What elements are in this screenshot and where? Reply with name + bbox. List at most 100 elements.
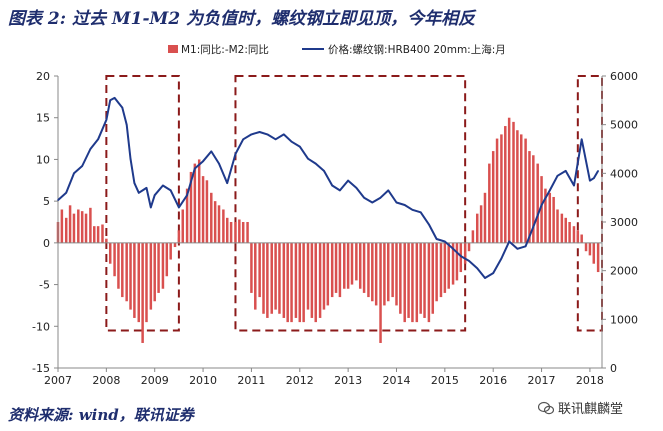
line-point [194,167,196,170]
bar [101,224,104,243]
line-point [121,106,124,109]
line-point [524,245,527,248]
bar [205,180,209,243]
y-right-tick-label: 6000 [610,70,638,83]
highlight-box-0 [105,75,180,332]
line-point [89,148,92,150]
bar [439,242,443,298]
x-tick-label: 2018 [576,374,604,387]
bar [278,242,281,314]
bar [318,242,322,318]
line-point [500,257,503,260]
bar [185,188,189,243]
x-axis-ticks: 2007 2008 2009 2010 2011 2012 2013 2014 2015 2016… [44,368,604,387]
bar [258,242,261,298]
bar [371,242,374,302]
wechat-icon [538,401,554,414]
line-point [266,133,269,136]
bar [145,242,148,323]
line-point [435,238,438,240]
bar [197,159,201,243]
line-point [516,247,519,250]
line-point [580,138,583,141]
bar [84,213,88,243]
bar [483,192,487,243]
bar [322,242,326,310]
line-point [379,196,382,199]
bar [210,192,213,243]
bar [451,242,455,285]
line-point [508,240,510,243]
bar [500,134,503,243]
bar [488,163,491,243]
bar [181,209,185,243]
bar [334,242,338,293]
bar [165,242,169,277]
line-point [532,226,535,228]
bar [64,217,68,243]
bar [266,242,269,318]
line-point [137,192,140,194]
line-point [73,172,75,175]
line-point [226,182,229,184]
bar [350,242,354,285]
y-left-tick-label: -15 [32,362,50,375]
line-point [492,272,495,274]
y-right-tick-label: 2000 [610,265,638,278]
bar [137,242,141,323]
line-point [339,189,341,192]
y-right-tick-label: 5000 [610,119,638,132]
line-point [283,133,285,136]
line-point [403,204,406,206]
line-point [597,170,599,172]
line-point [218,162,220,165]
bar [60,209,64,243]
line-point [178,206,180,209]
line-point [274,138,277,141]
bar [512,121,515,243]
bar [588,242,592,256]
line-point [113,97,116,99]
bar [383,242,386,306]
y-right-tick-label: 0 [610,362,617,375]
bar [443,242,447,293]
line-point [105,119,108,121]
line-point [258,131,261,133]
x-tick-label: 2012 [286,374,314,387]
line-point [468,260,470,262]
bar [238,219,241,243]
bar [246,222,249,243]
bar [367,242,370,298]
bar [540,176,543,243]
x-tick-label: 2009 [141,374,169,387]
bar [580,234,583,243]
line-point [355,187,358,189]
y-right-axis-ticks: 6000 5000 4000 3000 2000 1000 0 [602,70,638,375]
bar [234,222,237,243]
bar [157,242,160,293]
x-tick-label: 2011 [237,374,265,387]
bar [395,242,398,306]
bar [524,138,527,243]
line-point [169,189,172,192]
legend: M1:同比:-M2:同比 价格:螺纹钢:HRB400 20mm:上海:月 [168,43,506,56]
y-left-axis-ticks: 20 15 10 5 0 -5 -10 -15 [32,70,58,375]
bar-series [56,117,600,343]
legend-label-bar: M1:同比:-M2:同比 [181,43,269,56]
line-point [57,199,59,201]
y-left-tick-label: 5 [43,195,50,208]
line-point [548,189,551,192]
bar [213,201,217,243]
bar [568,222,571,243]
y-left-tick-label: -5 [39,279,50,292]
line-point [363,196,365,199]
bar [564,217,567,243]
line-point [65,192,68,194]
bar [282,242,286,318]
bar [467,242,471,252]
bar [592,242,596,264]
bar [117,242,120,289]
line-point [117,101,120,104]
x-tick-label: 2008 [92,374,120,387]
